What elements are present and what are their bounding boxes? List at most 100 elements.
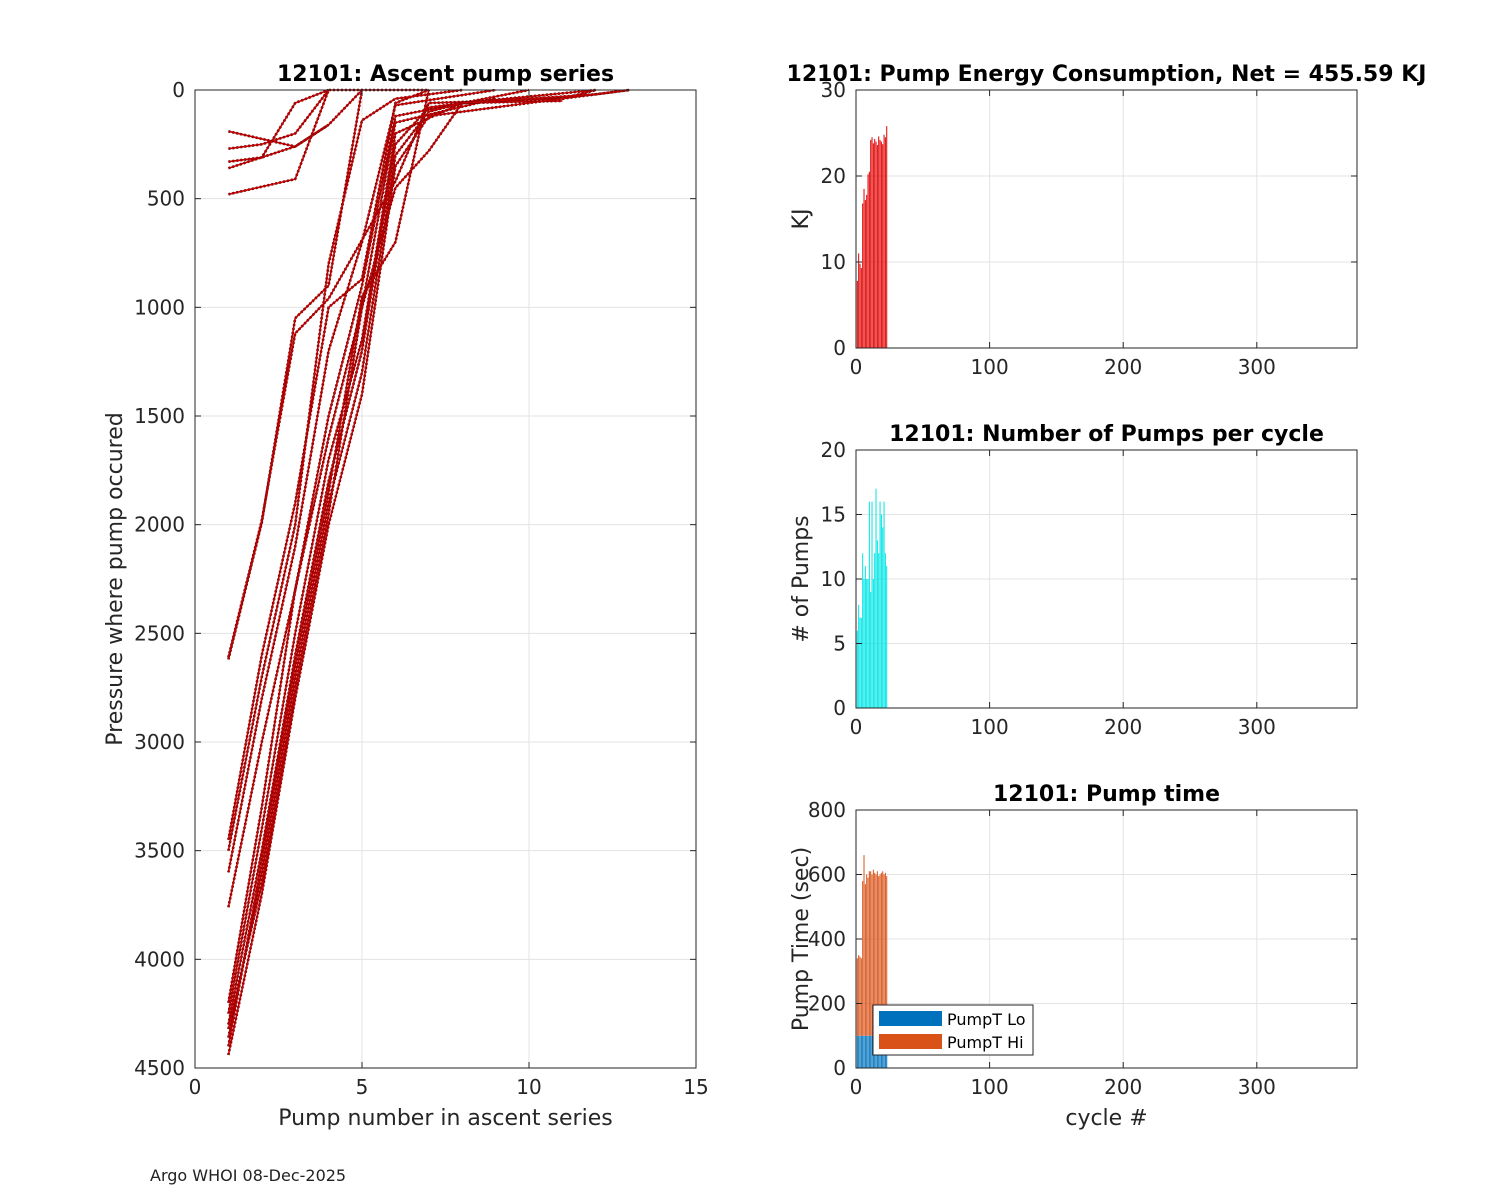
chart-pumptime: 0 100 200 300 0 200 400 600 800 12101: Pump time c…	[789, 782, 1358, 1131]
bar	[878, 553, 880, 708]
bar	[862, 203, 864, 348]
bar	[860, 617, 862, 708]
bar	[883, 134, 885, 348]
y-axis-label: Pump Time (sec)	[789, 847, 814, 1031]
bar-pumpt-lo	[867, 1035, 869, 1068]
x-tick-label: 200	[1104, 355, 1142, 379]
y-tick-label: 3000	[134, 730, 185, 754]
chart-title: 12101: Pump Energy Consumption, Net = 45…	[787, 62, 1427, 87]
y-tick-label: 0	[833, 696, 846, 720]
bar	[875, 488, 877, 708]
bar	[856, 630, 858, 708]
series-line-9	[227, 89, 463, 851]
bar-pumpt-hi	[868, 871, 870, 1036]
series-line-2	[228, 89, 330, 150]
bar-pumpt-hi	[880, 872, 882, 1036]
bar	[864, 200, 866, 348]
y-tick-label: 4000	[134, 947, 185, 971]
x-tick-label: 0	[850, 715, 863, 739]
series-line-10	[227, 89, 496, 873]
bar	[879, 501, 881, 708]
legend: PumpT Lo PumpT Hi	[872, 1004, 1034, 1056]
bar	[868, 501, 870, 708]
bar-pumpt-hi	[886, 876, 888, 1036]
x-axis-label: cycle #	[1065, 1106, 1147, 1131]
bar-pumpt-hi	[876, 871, 878, 1036]
bar-pumpt-hi	[858, 955, 860, 1036]
bar	[863, 579, 865, 708]
bar	[866, 579, 868, 708]
axes-frame	[855, 89, 1358, 349]
bar	[883, 501, 885, 708]
bar-pumpt-hi	[867, 877, 869, 1036]
series-line-12	[227, 97, 496, 1003]
bar	[868, 171, 870, 348]
bar-pumpt-lo	[856, 1035, 858, 1068]
legend-swatch	[879, 1011, 942, 1026]
chart-ascent: 0 5 10 15 0 500 1000 1500 2000 2500 3000 3500 4000 45…	[103, 62, 709, 1131]
bar-pumpt-lo	[866, 1035, 868, 1068]
bar-pumpt-hi	[856, 958, 858, 1036]
y-tick-label: 30	[821, 78, 846, 102]
series-line-13	[227, 102, 463, 1014]
series-line-18	[227, 89, 430, 1047]
bar-pumpt-hi	[871, 874, 873, 1036]
series-line-14	[227, 100, 563, 1025]
bar	[880, 514, 882, 708]
bar-pumpt-hi	[874, 872, 876, 1036]
bar-pumpt-hi	[872, 869, 874, 1036]
x-tick-label: 15	[683, 1075, 708, 1099]
y-tick-label: 2500	[134, 621, 185, 645]
bar-pumpt-lo	[858, 1035, 860, 1068]
y-tick-label: 4500	[134, 1056, 185, 1080]
bar-pumpt-hi	[859, 956, 861, 1036]
bar-pumpt-lo	[868, 1035, 870, 1068]
bar	[874, 553, 876, 708]
bar	[859, 263, 861, 348]
bar	[886, 566, 888, 708]
y-tick-label: 600	[808, 863, 846, 887]
x-tick-label: 0	[189, 1075, 202, 1099]
bar	[871, 501, 873, 708]
bar	[859, 617, 861, 708]
y-tick-label: 500	[147, 187, 185, 211]
y-tick-label: 200	[808, 992, 846, 1016]
bar	[872, 579, 874, 708]
bar	[867, 579, 869, 708]
bar-pumpt-hi	[884, 872, 886, 1036]
bar	[878, 136, 880, 348]
bar-pumpt-lo	[862, 1035, 864, 1068]
bar-pumpt-lo	[860, 1035, 862, 1068]
x-tick-label: 100	[971, 355, 1009, 379]
x-tick-label: 200	[1104, 715, 1142, 739]
bar-pumpt-hi	[878, 876, 880, 1036]
x-tick-label: 10	[516, 1075, 541, 1099]
bar	[864, 566, 866, 708]
legend-label: PumpT Hi	[947, 1033, 1024, 1052]
bar-pumpt-hi	[879, 874, 881, 1036]
bar	[870, 591, 872, 708]
bar-pumpt-hi	[866, 874, 868, 1036]
y-tick-label: 1500	[134, 404, 185, 428]
chart-pumps: 0 100 200 300 0 5 10 15 20 12101: Number of Pumps…	[789, 422, 1358, 739]
bar-pumpt-hi	[863, 855, 865, 1036]
series-line-17	[227, 89, 630, 1030]
y-tick-label: 5	[833, 632, 846, 656]
plot-area	[195, 90, 696, 1068]
y-tick-label: 15	[821, 503, 846, 527]
bar	[871, 137, 873, 348]
bar-pumpt-hi	[862, 880, 864, 1036]
bar	[863, 188, 865, 348]
plot-area	[856, 90, 1357, 348]
y-tick-label: 1000	[134, 295, 185, 319]
x-tick-label: 100	[971, 1075, 1009, 1099]
bar	[874, 139, 876, 348]
bar-pumpt-hi	[870, 871, 872, 1036]
y-tick-label: 0	[833, 1056, 846, 1080]
bar	[880, 141, 882, 348]
bar-pumpt-hi	[883, 874, 885, 1036]
y-tick-label: 2000	[134, 513, 185, 537]
bar	[882, 527, 884, 708]
